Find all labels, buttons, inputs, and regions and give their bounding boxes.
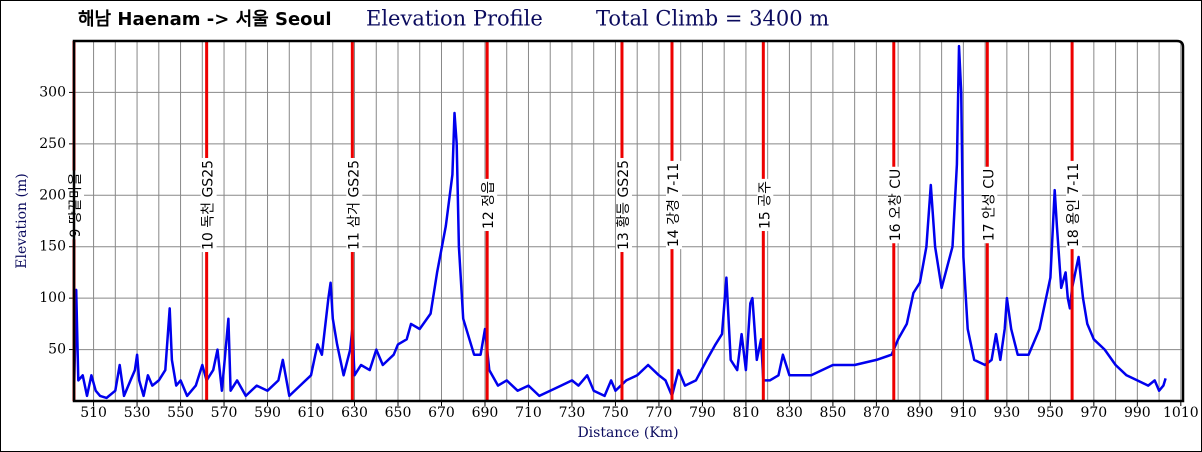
- elevation-line: [72, 44, 1167, 400]
- y-tick-label: 250: [39, 136, 66, 152]
- x-tick-label: 930: [993, 405, 1020, 421]
- x-tick-label: 750: [602, 405, 629, 421]
- x-tick-label: 830: [776, 405, 803, 421]
- checkpoint-label: 11 삼거 GS25: [346, 160, 362, 250]
- x-tick-label: 630: [341, 405, 368, 421]
- checkpoint-label: 17 안성 CU: [981, 169, 997, 242]
- x-tick-label: 870: [863, 405, 890, 421]
- x-axis-label: Distance (Km): [577, 425, 678, 441]
- x-tick-label: 1010: [1163, 405, 1199, 421]
- y-tick-label: 300: [39, 84, 66, 100]
- x-tick-label: 590: [254, 405, 281, 421]
- checkpoint-label: 13 황등 GS25: [616, 160, 632, 250]
- x-tick-label: 790: [689, 405, 716, 421]
- x-tick-label: 850: [820, 405, 847, 421]
- x-tick-label: 690: [472, 405, 499, 421]
- x-tick-label: 610: [298, 405, 325, 421]
- checkpoint-label: 9 땅끝마을: [68, 172, 84, 237]
- x-tick-label: 550: [167, 405, 194, 421]
- x-tick-label: 510: [80, 405, 107, 421]
- y-tick-label: 50: [48, 342, 66, 358]
- x-tick-label: 730: [559, 405, 586, 421]
- x-tick-label: 990: [1124, 405, 1151, 421]
- label-bg: [68, 170, 84, 240]
- x-tick-label: 710: [515, 405, 542, 421]
- checkpoint-label: 16 오창 CU: [888, 169, 904, 242]
- x-tick-label: 530: [124, 405, 151, 421]
- x-tick-label: 650: [385, 405, 412, 421]
- y-tick-label: 100: [39, 290, 66, 306]
- x-tick-label: 570: [211, 405, 238, 421]
- checkpoint: 16 오창 CU: [887, 166, 904, 244]
- x-tick-label: 810: [733, 405, 760, 421]
- checkpoint: 17 안성 CU: [981, 166, 998, 244]
- x-tick-label: 670: [428, 405, 455, 421]
- y-axis-label: Elevation (m): [14, 173, 30, 268]
- checkpoint: 15 공주: [757, 178, 774, 232]
- label-bg: [200, 157, 217, 253]
- checkpoint: 12 정읍: [481, 178, 498, 232]
- x-tick-label: 770: [646, 405, 673, 421]
- label-bg: [481, 178, 498, 232]
- checkpoint: 10 독천 GS25: [200, 157, 217, 253]
- y-tick-label: 200: [39, 187, 66, 203]
- x-tick-label: 890: [907, 405, 934, 421]
- checkpoint-label: 12 정읍: [481, 181, 497, 229]
- checkpoint-label: 15 공주: [757, 181, 773, 229]
- x-tick-label: 950: [1037, 405, 1064, 421]
- label-bg: [887, 166, 904, 244]
- chart-subtitle: Elevation Profile: [366, 7, 543, 31]
- annotation: Total Climb = 3400 m: [596, 7, 829, 31]
- checkpoint: 11 삼거 GS25: [346, 157, 363, 253]
- checkpoint: 9 땅끝마을: [68, 170, 84, 240]
- label-bg: [981, 166, 998, 244]
- checkpoint: 18 용인 7-11: [1066, 160, 1083, 250]
- x-tick-label: 910: [950, 405, 977, 421]
- checkpoint: 14 강경 7-11: [665, 160, 682, 250]
- chart-title: 해남 Haenam -> 서울 Seoul: [78, 9, 332, 30]
- label-bg: [346, 157, 363, 253]
- label-bg: [615, 157, 632, 253]
- label-bg: [757, 178, 774, 232]
- y-tick-label: 150: [39, 239, 66, 255]
- checkpoint-label: 14 강경 7-11: [666, 163, 682, 247]
- checkpoint: 13 황등 GS25: [615, 157, 632, 253]
- label-bg: [1066, 160, 1083, 250]
- x-tick-label: 970: [1080, 405, 1107, 421]
- checkpoint-label: 18 용인 7-11: [1066, 163, 1082, 247]
- plot-frame: [72, 39, 1185, 403]
- label-bg: [665, 160, 682, 250]
- checkpoint-label: 10 독천 GS25: [201, 160, 217, 250]
